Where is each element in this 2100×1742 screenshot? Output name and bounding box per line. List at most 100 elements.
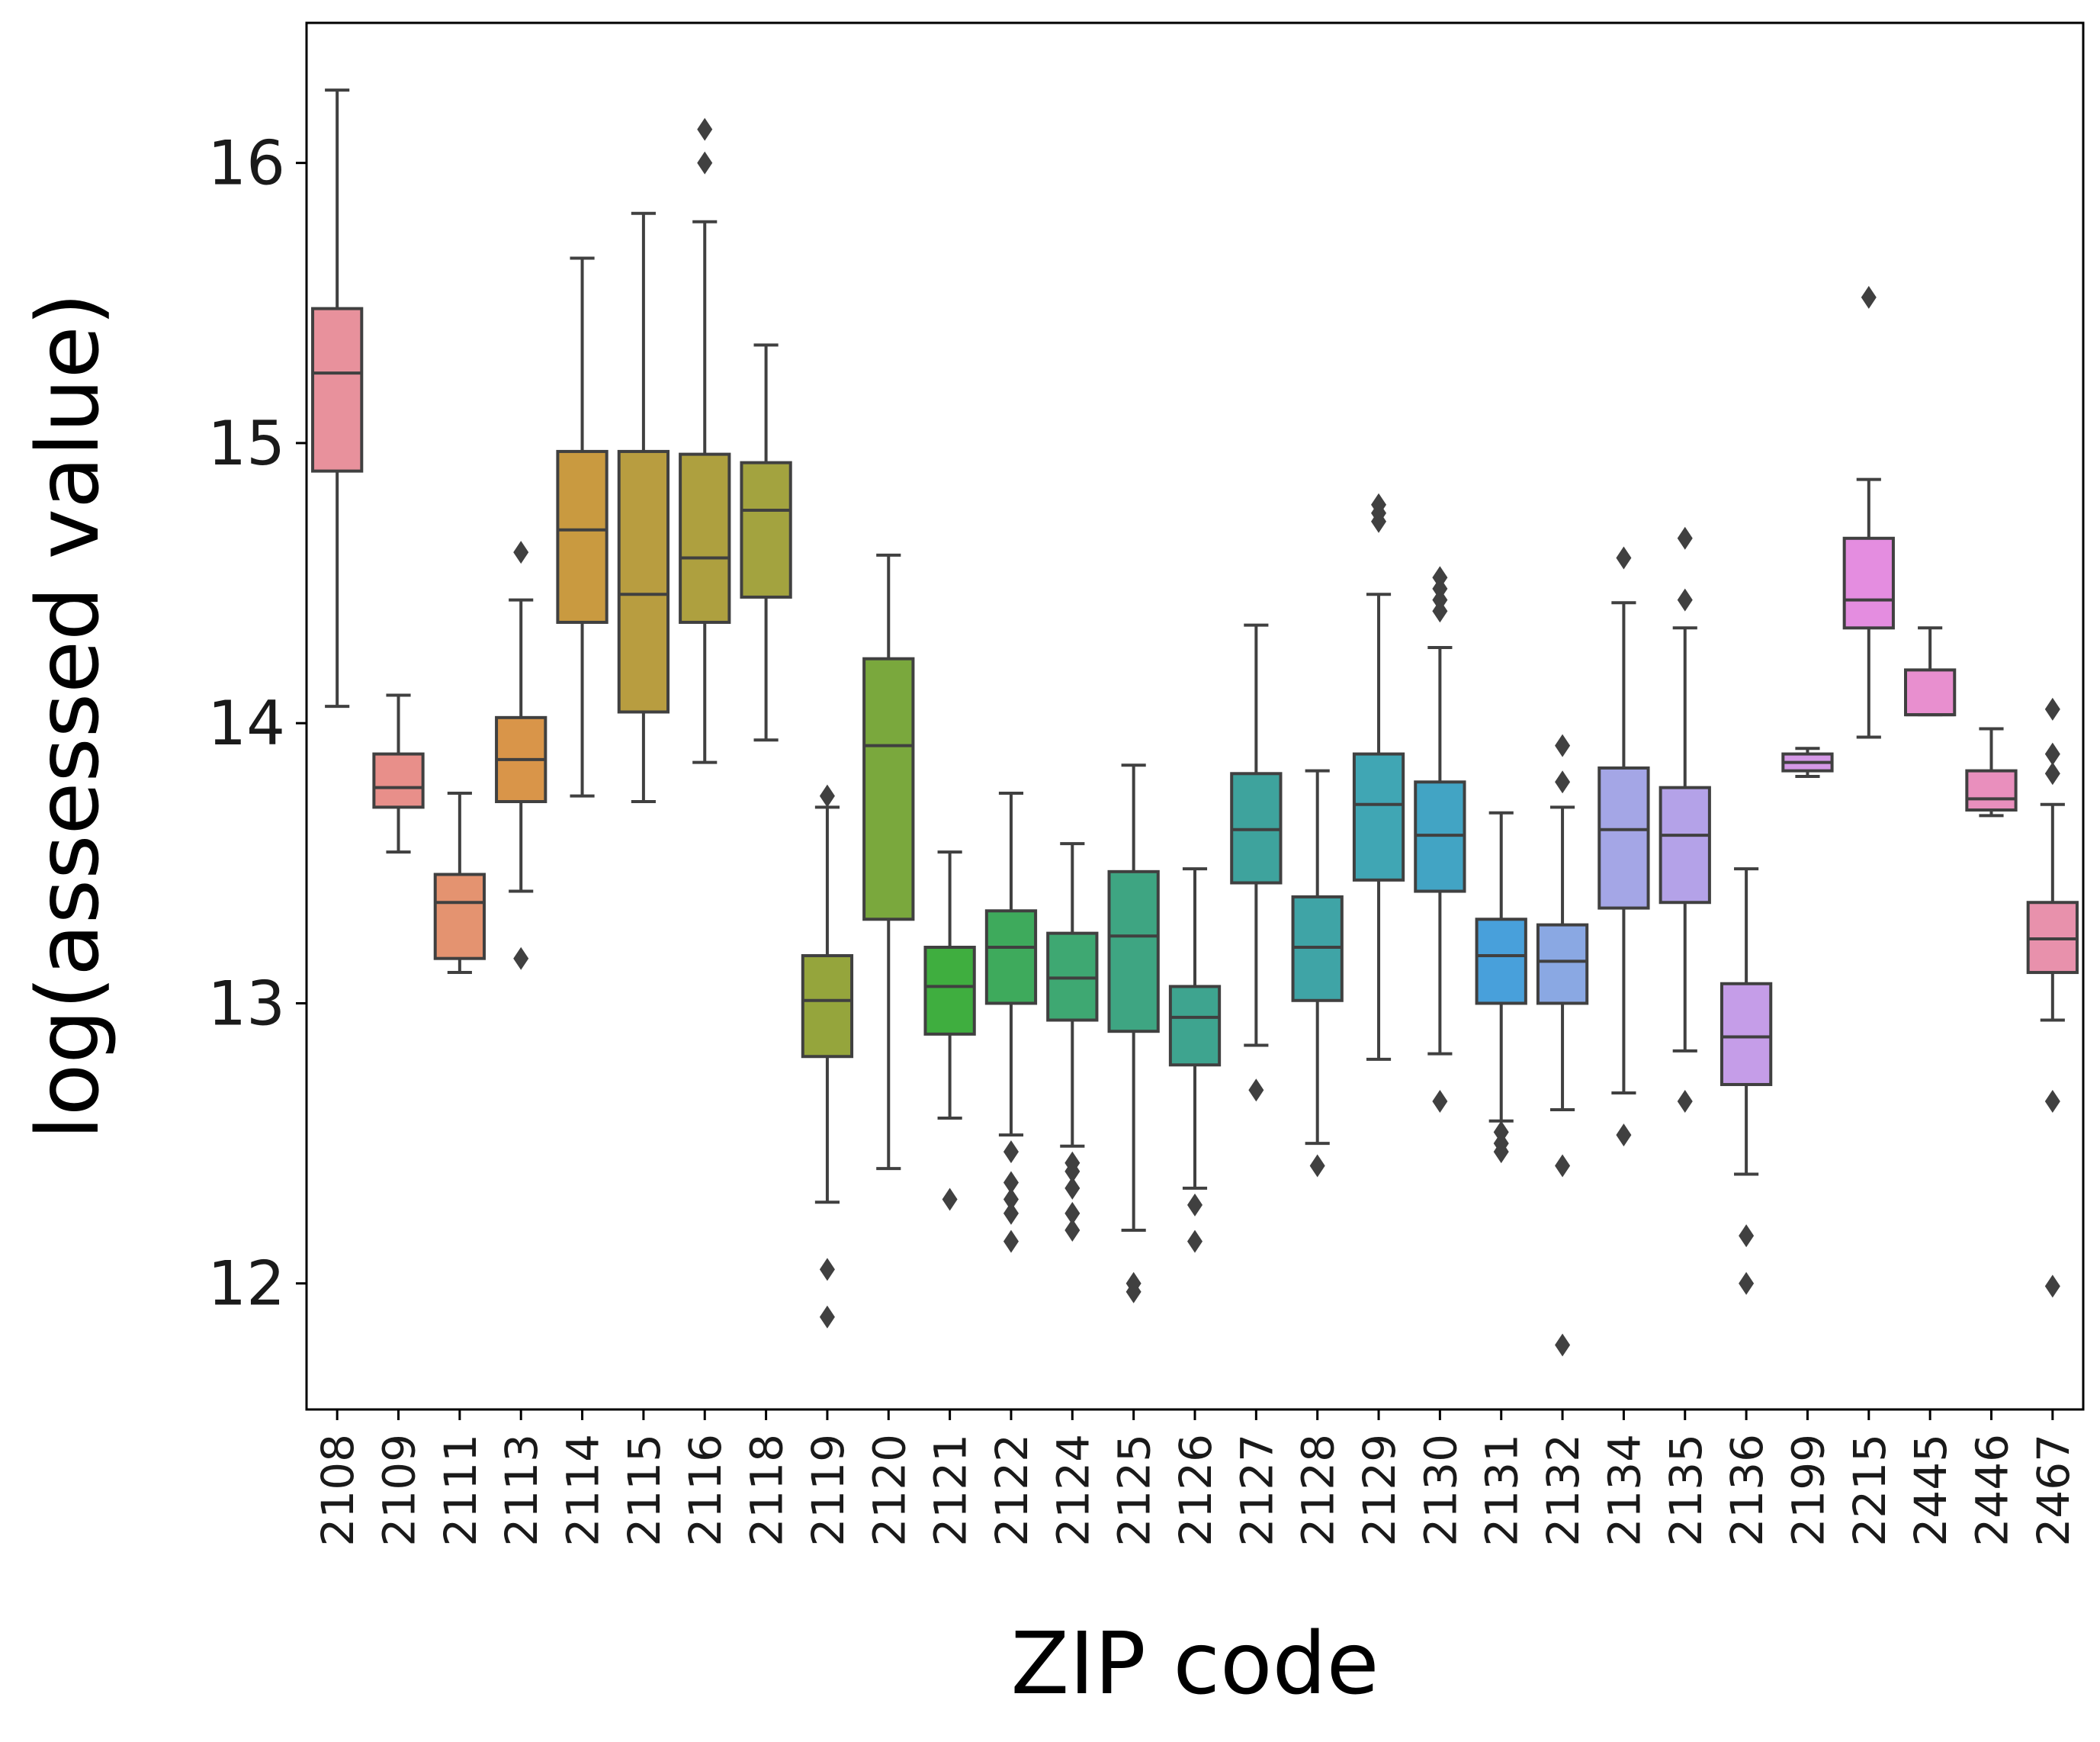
x-axis-title: ZIP code — [1011, 1615, 1379, 1714]
x-axis: 2108 2109 2111 2113 2114 2115 2116 2118 2119 2120… — [312, 1409, 2079, 1547]
x-tick-label: 2116 — [679, 1434, 731, 1547]
box-group-2136 — [1719, 867, 1773, 1295]
box-iqr — [984, 909, 1038, 1005]
box-group-2215 — [1842, 285, 1895, 739]
y-tick-label: 12 — [207, 1249, 285, 1319]
box-group-2446 — [1965, 727, 2018, 818]
box-group-2129 — [1352, 493, 1405, 1061]
outlier-point — [1064, 1176, 1081, 1200]
box-iqr — [1965, 769, 2018, 812]
x-tick-label: 2111 — [435, 1434, 486, 1547]
box-iqr — [1904, 668, 1957, 717]
box-group-2114 — [556, 256, 608, 798]
x-tick-label: 2115 — [618, 1434, 670, 1547]
box-iqr — [433, 873, 486, 960]
outlier-point — [697, 117, 713, 141]
box-group-2467 — [2026, 697, 2079, 1298]
outlier-point — [697, 151, 713, 175]
outlier-point — [1555, 770, 1571, 794]
box-group-2109 — [372, 693, 425, 854]
box-iqr — [617, 449, 670, 714]
x-tick-label: 2108 — [312, 1434, 364, 1547]
x-tick-label: 2136 — [1721, 1434, 1773, 1547]
x-tick-label: 2118 — [741, 1434, 793, 1547]
x-tick-label: 2130 — [1414, 1434, 1466, 1547]
x-tick-label: 2120 — [863, 1434, 915, 1547]
outlier-point — [1064, 1201, 1081, 1225]
outlier-point — [2044, 1274, 2060, 1298]
box-iqr — [679, 452, 731, 624]
outlier-point — [1187, 1229, 1203, 1253]
outlier-point — [2044, 762, 2060, 786]
outlier-point — [1248, 1078, 1264, 1102]
box-iqr — [1658, 786, 1711, 905]
y-tick-label: 15 — [207, 408, 285, 479]
box-group-2116 — [679, 117, 731, 764]
box-group-2118 — [740, 343, 792, 742]
x-tick-label: 2126 — [1170, 1434, 1222, 1547]
boxes-layer — [311, 88, 2079, 1357]
box-group-2128 — [1291, 769, 1344, 1178]
x-tick-label: 2131 — [1476, 1434, 1528, 1547]
outlier-point — [819, 784, 835, 808]
box-group-2131 — [1475, 811, 1527, 1164]
x-tick-label: 2124 — [1047, 1434, 1099, 1547]
box-iqr — [1536, 923, 1589, 1005]
box-group-2122 — [984, 792, 1038, 1253]
box-group-2115 — [617, 211, 670, 804]
box-iqr — [923, 946, 976, 1036]
box-group-2130 — [1414, 566, 1466, 1113]
box-group-2108 — [311, 88, 364, 709]
outlier-point — [1187, 1193, 1203, 1217]
outlier-point — [1861, 285, 1877, 309]
x-tick-label: 2446 — [1966, 1434, 2018, 1547]
x-tick-label: 2109 — [374, 1434, 425, 1547]
outlier-point — [1677, 588, 1693, 612]
box-iqr — [1475, 918, 1527, 1005]
y-tick-label: 16 — [207, 128, 285, 199]
x-tick-label: 2129 — [1353, 1434, 1405, 1547]
x-tick-label: 2125 — [1109, 1434, 1161, 1547]
box-group-2111 — [433, 792, 486, 975]
outlier-point — [1739, 1224, 1755, 1248]
outlier-point — [513, 947, 529, 970]
x-tick-label: 2132 — [1537, 1434, 1589, 1547]
outlier-point — [1739, 1271, 1755, 1295]
outlier-point — [1555, 1154, 1571, 1178]
box-group-2121 — [923, 850, 976, 1211]
outlier-point — [1555, 734, 1571, 757]
outlier-point — [1616, 546, 1632, 570]
x-tick-label: 2119 — [802, 1434, 854, 1547]
box-group-2135 — [1658, 526, 1711, 1113]
outlier-point — [513, 541, 529, 564]
x-tick-label: 2114 — [557, 1434, 609, 1547]
x-tick-label: 2128 — [1292, 1434, 1344, 1547]
x-tick-label: 2122 — [986, 1434, 1038, 1547]
box-iqr — [740, 461, 792, 599]
x-tick-label: 2467 — [2028, 1434, 2079, 1547]
box-group-2124 — [1046, 842, 1099, 1242]
outlier-point — [2044, 697, 2060, 721]
x-tick-label: 2127 — [1231, 1434, 1283, 1547]
x-tick-label: 2199 — [1782, 1434, 1834, 1547]
box-iqr — [1719, 982, 1773, 1086]
box-group-2127 — [1230, 623, 1283, 1102]
x-tick-label: 2445 — [1905, 1434, 1957, 1547]
outlier-point — [1677, 526, 1693, 550]
box-group-2134 — [1597, 546, 1650, 1147]
y-tick-label: 13 — [207, 968, 285, 1039]
box-group-2113 — [495, 541, 547, 970]
y-axis: 12 13 14 15 16 — [207, 128, 307, 1319]
box-iqr — [1842, 536, 1895, 630]
x-tick-label: 2135 — [1660, 1434, 1712, 1547]
outlier-point — [819, 1258, 835, 1281]
outlier-point — [1003, 1229, 1019, 1253]
box-group-2120 — [862, 553, 915, 1171]
y-tick-label: 14 — [207, 688, 285, 759]
x-tick-label: 2121 — [925, 1434, 977, 1547]
box-iqr — [1597, 766, 1650, 910]
outlier-point — [1371, 509, 1387, 533]
box-group-2132 — [1536, 734, 1589, 1357]
